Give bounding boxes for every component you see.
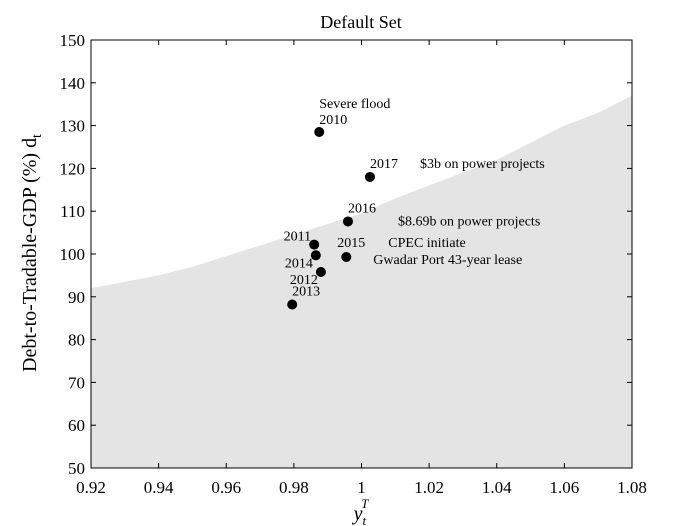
y-tick-label: 100 [60, 245, 86, 264]
x-tick-label: 1.04 [482, 478, 512, 497]
x-tick-label: 0.98 [279, 478, 309, 497]
y-axis-label: Debt-to-Tradable-GDP (%) dt [19, 134, 45, 372]
y-tick-label: 60 [68, 416, 85, 435]
point-label-2016: 2016 [348, 201, 376, 216]
axes-layer: 0.92 0.94 0.96 0.98 1 1.02 1.04 1.06 1.08 50 60 70 8… [60, 31, 647, 497]
point-label-2017: 2017 [370, 157, 398, 172]
annotation-2017: $3b on power projects [420, 157, 545, 172]
point-label-2012: 2012 [290, 273, 318, 288]
y-tick-label: 80 [68, 331, 85, 350]
x-axis-label-main: y [352, 503, 363, 525]
annotation-2010: Severe flood [319, 97, 390, 112]
y-tick-label: 50 [68, 459, 85, 478]
data-point-2017 [364, 171, 375, 182]
data-point-2011 [309, 239, 320, 250]
point-label-2011: 2011 [284, 230, 311, 245]
y-tick-label: 70 [68, 373, 85, 392]
point-label-2013: 2013 [292, 285, 320, 300]
y-tick-label: 110 [60, 202, 85, 221]
chart-title: Default Set [320, 12, 401, 32]
annotation-2015: CPEC initiate [388, 236, 465, 251]
y-axis-label-main: Debt-to-Tradable-GDP (%) d [19, 138, 41, 372]
x-axis-label: ytT [352, 496, 370, 526]
y-tick-label: 140 [60, 74, 86, 93]
x-tick-label: 0.96 [211, 478, 241, 497]
x-tick-label: 1.06 [550, 478, 580, 497]
data-point-2016 [342, 216, 353, 227]
annotation2-2015: Gwadar Port 43-year lease [373, 253, 522, 268]
point-label-2010: 2010 [319, 113, 347, 128]
point-label-2015: 2015 [337, 236, 365, 251]
x-tick-label: 0.94 [144, 478, 174, 497]
data-point-2013 [287, 299, 298, 310]
x-tick-label: 1.02 [414, 478, 444, 497]
default-region-layer [91, 95, 632, 468]
x-tick-label: 0.92 [76, 478, 106, 497]
y-axis-label-sub: t [30, 134, 45, 138]
point-label-2014: 2014 [285, 256, 313, 271]
x-tick-label: 1 [357, 478, 366, 497]
y-tick-label: 150 [60, 31, 86, 50]
x-axis-label-sup: T [361, 496, 369, 511]
y-tick-label: 120 [60, 159, 86, 178]
default-set-region [91, 95, 632, 468]
annotation-2016: $8.69b on power projects [398, 214, 540, 229]
data-point-2010 [314, 127, 325, 138]
y-tick-label: 130 [60, 117, 86, 136]
y-tick-label: 90 [68, 288, 85, 307]
data-point-2012 [315, 266, 326, 277]
x-tick-label: 1.08 [617, 478, 647, 497]
data-point-2015 [341, 251, 352, 262]
points-layer [287, 127, 375, 310]
data-point-2014 [310, 250, 321, 261]
x-axis-label-sub: t [363, 513, 367, 526]
